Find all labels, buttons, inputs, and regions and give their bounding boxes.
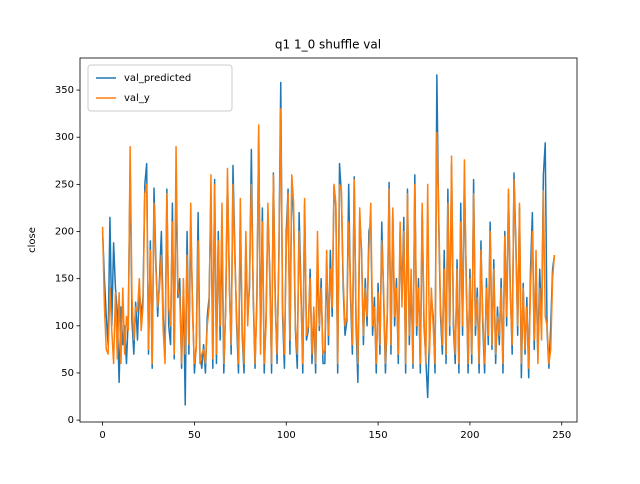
legend-box (87, 64, 233, 112)
x-tick-label: 100 (277, 430, 296, 441)
y-tick-label: 200 (55, 227, 74, 238)
x-tick-label: 250 (552, 430, 571, 441)
plot-frame (79, 57, 578, 423)
y-tick-label: 350 (55, 85, 74, 96)
line-series (101, 74, 556, 406)
y-tick-label: 100 (55, 321, 74, 332)
y-tick-label: 300 (55, 132, 74, 143)
y-tick-label: 0 (68, 415, 74, 426)
chart-title: q1 1_0 shuffle val (275, 38, 381, 52)
x-tick-label: 200 (460, 430, 479, 441)
y-tick-label: 250 (55, 179, 74, 190)
x-tick-label: 50 (188, 430, 201, 441)
line-series (101, 108, 556, 369)
legend-label: val_y (124, 93, 150, 104)
legend-label: val_predicted (124, 73, 191, 84)
x-tick-label: 150 (369, 430, 388, 441)
y-tick-label: 50 (61, 368, 74, 379)
y-tick-label: 150 (55, 274, 74, 285)
y-axis-label: close (27, 227, 38, 253)
x-tick-label: 0 (99, 430, 105, 441)
